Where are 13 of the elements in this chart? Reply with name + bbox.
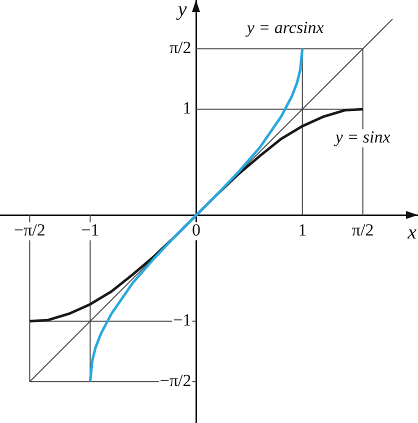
y-tick-label: −π/2 <box>160 371 192 390</box>
annotation: y = arcsinx <box>244 18 324 38</box>
x-tick-label: −π/2 <box>14 220 46 240</box>
x-tick-label: 1 <box>298 220 307 240</box>
annotation: y = sinx <box>333 128 391 147</box>
x-tick-label: −1 <box>81 220 100 240</box>
y-axis-title: y <box>176 0 187 20</box>
x-tick-label: π/2 <box>352 220 374 240</box>
x-axis-title: x <box>406 221 417 244</box>
x-tick-label: 0 <box>192 220 201 240</box>
y-tick-label: π/2 <box>169 38 192 58</box>
y-tick-label: −1 <box>173 310 192 330</box>
y-tick-label: 1 <box>182 98 192 118</box>
